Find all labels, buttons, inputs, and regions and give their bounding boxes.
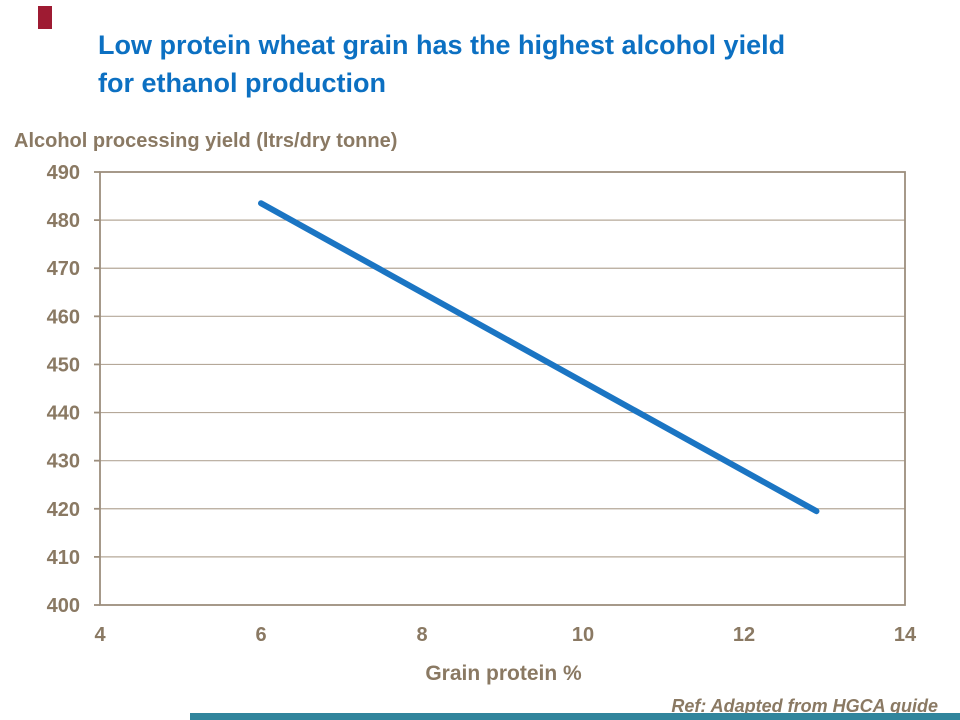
y-tick-label: 400 [47, 595, 80, 617]
y-tick-label: 410 [47, 547, 80, 569]
red-accent-bar [38, 6, 52, 29]
y-tick-label: 440 [47, 403, 80, 425]
y-tick-label: 420 [47, 499, 80, 521]
slide-title-line2: for ethanol production [98, 68, 386, 98]
teal-accent-bar [190, 713, 960, 720]
data-line [258, 200, 820, 515]
reference-note: Ref: Adapted from HGCA guide [671, 696, 938, 716]
x-tick-label: 14 [894, 624, 917, 646]
y-tick-label: 450 [47, 354, 80, 376]
slide-title-line1: Low protein wheat grain has the highest … [98, 30, 786, 60]
x-axis-title: Grain protein % [425, 662, 582, 685]
y-tick-label: 480 [47, 210, 80, 232]
x-tick-label: 6 [255, 624, 266, 646]
x-tick-label: 4 [94, 624, 106, 646]
y-tick-label: 470 [47, 258, 80, 280]
x-tick-label: 12 [733, 624, 755, 646]
y-tick-label: 430 [47, 451, 80, 473]
plot-frame [99, 171, 906, 606]
y-tick-label: 460 [47, 306, 80, 328]
y-axis-title: Alcohol processing yield (ltrs/dry tonne… [14, 130, 398, 152]
y-tick-label: 490 [47, 162, 80, 184]
slide-title: Low protein wheat grain has the highest … [98, 26, 948, 102]
x-tick-label: 8 [416, 624, 427, 646]
x-tick-label: 10 [572, 624, 594, 646]
